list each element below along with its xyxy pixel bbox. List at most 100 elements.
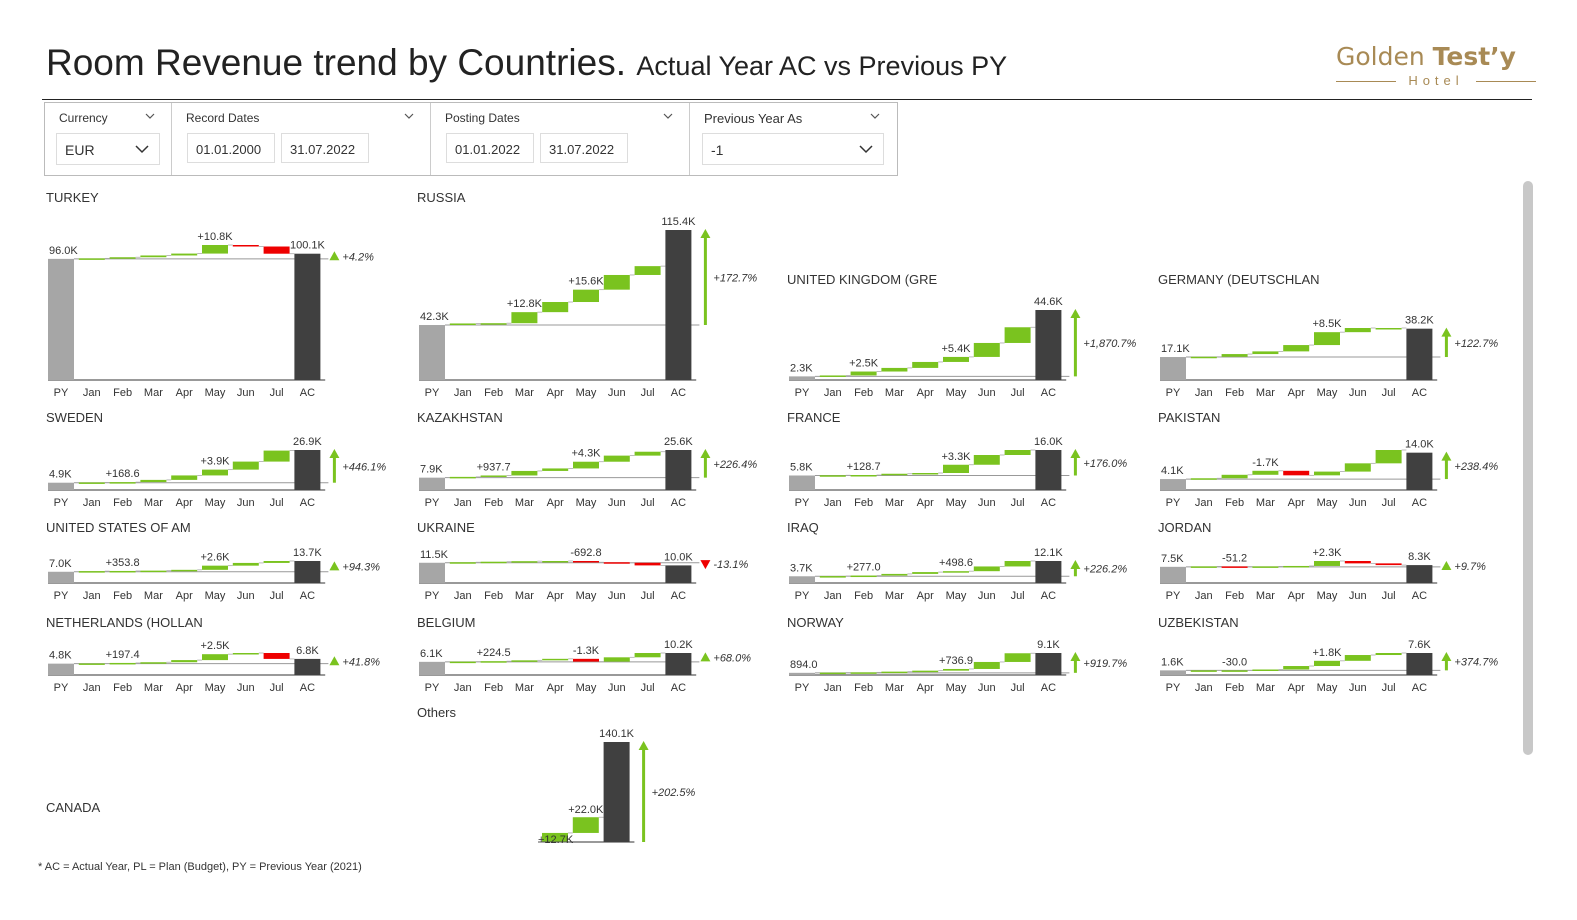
- decrease-bar: [263, 246, 290, 254]
- previous-year-dropdown[interactable]: -1: [702, 133, 884, 165]
- vertical-scrollbar[interactable]: [1523, 181, 1533, 755]
- category-label: Feb: [1225, 590, 1244, 602]
- decrease-bar: [573, 658, 599, 662]
- variance-label: +94.3%: [342, 561, 380, 573]
- chart-title: IRAQ: [787, 520, 819, 535]
- category-label: Jan: [83, 590, 101, 602]
- py-bar: [789, 576, 815, 583]
- category-label: PY: [795, 497, 810, 509]
- variance-label: +226.4%: [713, 459, 757, 471]
- increase-bar: [480, 475, 507, 477]
- value-label: 100.1K: [290, 240, 326, 252]
- increase-bar: [1314, 471, 1340, 476]
- ac-bar: [294, 561, 321, 583]
- variance-label: +446.1%: [342, 461, 386, 473]
- category-label: Jan: [454, 497, 472, 509]
- increase-bar: [263, 450, 290, 462]
- chevron-down-icon[interactable]: [404, 111, 414, 121]
- category-label: Jul: [641, 682, 655, 694]
- category-label: Jan: [454, 387, 472, 399]
- category-label: Apr: [917, 682, 934, 694]
- increase-bar: [1190, 670, 1217, 672]
- category-label: Mar: [885, 387, 904, 399]
- variance-label: +238.4%: [1454, 461, 1498, 473]
- category-label: May: [205, 682, 226, 694]
- category-label: PY: [425, 590, 440, 602]
- value-label: 96.0K: [49, 245, 78, 257]
- posting-dates-from-input[interactable]: 01.01.2022: [446, 133, 534, 163]
- posting-dates-label: Posting Dates: [445, 111, 520, 125]
- chart-title: PAKISTAN: [1158, 410, 1221, 425]
- increase-bar: [171, 253, 198, 256]
- increase-bar: [912, 473, 939, 475]
- py-bar: [789, 672, 815, 675]
- chevron-down-icon[interactable]: [145, 111, 155, 121]
- category-label: Mar: [144, 497, 163, 509]
- category-label: Apr: [176, 682, 193, 694]
- decrease-bar: [573, 561, 599, 563]
- value-label: +353.8: [106, 557, 140, 569]
- category-label: Jan: [1195, 387, 1213, 399]
- increase-bar: [881, 473, 908, 476]
- increase-bar: [511, 312, 538, 324]
- chevron-down-icon[interactable]: [870, 111, 880, 121]
- posting-dates-slicer: Posting Dates 01.01.2022 31.07.2022: [431, 103, 690, 175]
- category-label: Jun: [237, 590, 255, 602]
- chart-title: UNITED KINGDOM (GRE: [787, 272, 938, 287]
- variance-label: +172.7%: [713, 273, 757, 285]
- category-label: PY: [54, 387, 69, 399]
- category-label: PY: [1166, 497, 1181, 509]
- variance-label: +122.7%: [1454, 338, 1498, 350]
- category-label: AC: [1041, 590, 1056, 602]
- category-label: Jul: [1382, 387, 1396, 399]
- category-label: Jun: [608, 387, 626, 399]
- category-label: Feb: [854, 387, 873, 399]
- value-label: 13.7K: [293, 547, 322, 559]
- variance-label: +226.2%: [1083, 564, 1127, 576]
- record-dates-to-input[interactable]: 31.07.2022: [281, 133, 369, 163]
- variance-label: +1,870.7%: [1083, 338, 1136, 350]
- increase-bar: [819, 375, 846, 377]
- py-bar: [419, 477, 445, 490]
- chevron-down-icon[interactable]: [663, 111, 673, 121]
- value-label: +2.5K: [849, 358, 879, 370]
- decrease-bar: [232, 245, 259, 247]
- increase-bar: [511, 660, 538, 662]
- category-label: Apr: [1288, 590, 1305, 602]
- py-bar: [419, 562, 445, 583]
- category-label: AC: [300, 590, 315, 602]
- value-label: +1.8K: [1312, 647, 1342, 659]
- variance-arrow-head: [1441, 327, 1452, 337]
- ac-bar: [294, 450, 321, 490]
- record-dates-from-input[interactable]: 01.01.2000: [187, 133, 275, 163]
- value-label: 1.6K: [1161, 656, 1184, 668]
- currency-dropdown[interactable]: EUR: [56, 133, 160, 165]
- category-label: Jan: [454, 682, 472, 694]
- increase-bar: [140, 570, 167, 573]
- variance-label: +68.0%: [713, 652, 751, 664]
- ac-bar: [665, 653, 692, 675]
- py-bar: [1160, 357, 1186, 380]
- chart-title: KAZAKHSTAN: [417, 410, 503, 425]
- increase-bar: [1221, 354, 1248, 357]
- category-label: Feb: [854, 497, 873, 509]
- value-label: +3.9K: [200, 456, 230, 468]
- value-label: +12.8K: [507, 298, 543, 310]
- variance-arrow-head: [700, 560, 711, 570]
- ac-bar: [294, 253, 321, 380]
- increase-bar: [572, 817, 599, 833]
- currency-label: Currency: [59, 111, 108, 125]
- category-label: Mar: [885, 497, 904, 509]
- increase-bar: [1252, 566, 1279, 568]
- previous-year-slicer: Previous Year As -1: [690, 103, 897, 175]
- ac-bar: [1035, 561, 1062, 583]
- py-bar: [48, 663, 74, 675]
- category-label: Feb: [113, 387, 132, 399]
- value-label: 12.1K: [1034, 547, 1063, 559]
- value-label: +168.6: [106, 468, 140, 480]
- category-label: Jun: [978, 682, 996, 694]
- increase-bar: [912, 572, 939, 574]
- posting-dates-to-input[interactable]: 31.07.2022: [540, 133, 628, 163]
- category-label: Jun: [1349, 497, 1367, 509]
- chevron-down-icon: [135, 145, 149, 154]
